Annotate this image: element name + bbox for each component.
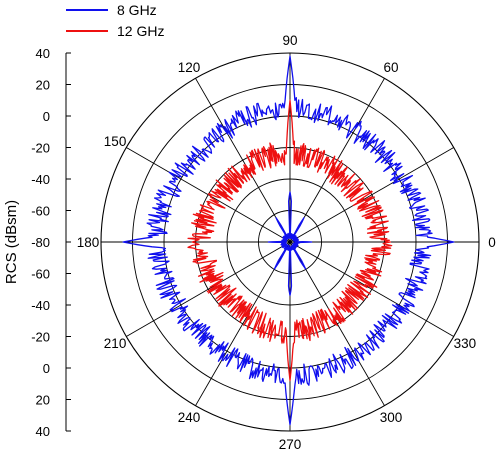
angle-tick-label: 330 — [454, 336, 477, 351]
series-line — [187, 99, 393, 382]
grid-spoke — [289, 241, 454, 337]
grid-spoke — [126, 241, 291, 337]
scale-tick-label: -60 — [31, 204, 50, 219]
legend-entry: 12 GHz — [117, 23, 164, 39]
legend: 8 GHz 12 GHz — [66, 2, 164, 39]
legend-entry: 8 GHz — [117, 2, 157, 18]
y-axis-label: RCS (dBsm) — [3, 200, 20, 284]
grid-spoke — [126, 147, 291, 243]
scale-tick-label: -60 — [31, 267, 50, 282]
scale-tick-label: -40 — [31, 298, 50, 313]
angle-tick-label: 150 — [104, 134, 127, 149]
scale-tick-label: -20 — [31, 330, 50, 345]
scale-tick-label: 40 — [36, 46, 50, 61]
scale-tick-label: -40 — [31, 172, 50, 187]
series-center-pattern — [267, 191, 313, 296]
scale-tick-label: 20 — [36, 393, 50, 408]
series-line — [122, 55, 455, 426]
angle-tick-label: 60 — [383, 60, 398, 75]
series-layer — [122, 55, 455, 426]
scale-tick-label: 20 — [36, 78, 50, 93]
angle-tick-label: 90 — [282, 33, 297, 48]
scale-tick-label: -20 — [31, 141, 50, 156]
grid-spoke — [195, 78, 291, 243]
scale-tick-label: -80 — [31, 235, 50, 250]
scale-tick-label: 40 — [36, 424, 50, 439]
angle-tick-label: 120 — [178, 60, 201, 75]
scale-tick-label: 0 — [43, 109, 50, 124]
polar-grid — [100, 52, 480, 432]
scale-tick-label: 0 — [43, 361, 50, 376]
angle-tick-label: 180 — [77, 235, 100, 250]
angle-labels: 0 60 90 120 150 180 210 240 270 300 330 — [77, 33, 496, 452]
grid-spoke — [289, 147, 454, 243]
angle-tick-label: 0 — [488, 235, 496, 250]
angle-tick-label: 210 — [104, 336, 127, 351]
radial-scale-axis: 40 20 0 -20 -40 -60 -80 -60 -40 -20 0 20 40 — [31, 46, 71, 439]
angle-tick-label: 300 — [380, 410, 403, 425]
angle-tick-label: 240 — [178, 410, 201, 425]
angle-tick-label: 270 — [279, 437, 302, 452]
